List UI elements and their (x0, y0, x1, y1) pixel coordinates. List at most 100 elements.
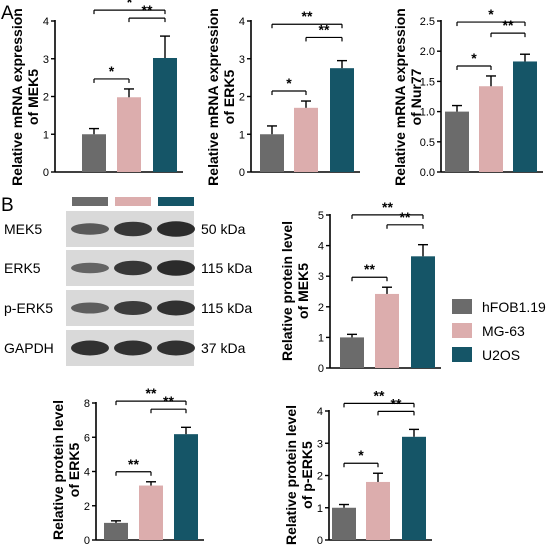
bar (294, 107, 318, 172)
y-tick-label: 0 (43, 167, 49, 179)
bar (139, 485, 163, 540)
y-tick-label: 2 (317, 471, 323, 483)
blot-band (157, 260, 195, 276)
significance-label: ** (400, 209, 411, 225)
y-tick-label: 6 (84, 432, 90, 444)
y-tick-label: 3 (239, 54, 245, 66)
y-tick-label: 2.5 (420, 16, 435, 28)
legend-swatch-mg63 (452, 323, 472, 338)
lane-color-bar (158, 197, 194, 206)
lane-color-bar (115, 197, 151, 206)
y-tick-label: 1 (43, 129, 49, 141)
y-tick-label: 3 (317, 438, 323, 450)
bar (174, 434, 198, 540)
bar (153, 57, 177, 173)
blot-protein-label: ERK5 (4, 260, 41, 276)
blot-protein-label: MEK5 (4, 221, 42, 237)
legend-label-mg63: MG-63 (482, 323, 525, 339)
y-tick-label: 4 (318, 241, 324, 253)
significance-label: * (471, 50, 477, 66)
blot-mw-label: 37 kDa (201, 340, 246, 356)
y-axis-label: Relative mRNA expressionof Nur77 (392, 8, 424, 186)
significance-label: ** (128, 456, 139, 472)
blot-band (157, 221, 195, 237)
significance-label: ** (374, 387, 385, 403)
panel-label-a: A (1, 3, 14, 24)
significance-label: ** (364, 261, 375, 277)
significance-label: * (358, 447, 364, 463)
chart-2: Relative mRNA expressionof ERK501234****… (205, 8, 360, 186)
bar (366, 481, 390, 540)
y-tick-label: 2.0 (420, 46, 435, 58)
blot-band (71, 262, 109, 274)
y-tick-label: 1 (317, 503, 323, 515)
blot-band (114, 340, 152, 356)
legend-label-hfob: hFOB1.19 (482, 299, 546, 315)
significance-label: * (127, 0, 133, 10)
blot-band (114, 221, 152, 237)
y-axis-label: Relative protein levelof MEK5 (279, 221, 311, 361)
y-tick-label: 1 (318, 332, 324, 344)
blot-band (114, 260, 152, 276)
bar (402, 436, 426, 540)
blot-band (157, 340, 195, 356)
bar (411, 256, 435, 368)
significance-label: * (488, 6, 494, 22)
blot-protein-label: GAPDH (4, 340, 54, 356)
y-tick-label: 0.5 (420, 137, 435, 149)
y-tick-label: 1.5 (420, 76, 435, 88)
bar (117, 97, 141, 172)
y-tick-label: 2 (239, 92, 245, 104)
western-blot: MEK5 50 kDa ERK5 115 kDa p-ERK5 115 kDa GAPDH 3… (4, 197, 252, 366)
y-tick-label: 2 (318, 302, 324, 314)
significance-label: * (286, 75, 292, 91)
y-tick-label: 0 (317, 535, 323, 547)
y-tick-label: 5 (318, 210, 324, 222)
bar (445, 111, 469, 172)
blot-protein-label: p-ERK5 (4, 300, 53, 316)
bar-charts: Relative mRNA expressionof MEK501234****… (9, 0, 543, 547)
bar (332, 507, 356, 540)
bar (104, 522, 128, 540)
y-tick-label: 2 (43, 92, 49, 104)
panel-label-b: B (1, 195, 14, 216)
bar (82, 134, 106, 172)
significance-label: ** (319, 21, 330, 37)
y-tick-label: 0.0 (420, 167, 435, 179)
chart-4: Relative protein levelof MEK5 0 1 2 3 4 5 ** ** *… (279, 199, 441, 375)
y-axis-label: Relative protein levelof ERK5 (50, 400, 82, 540)
legend: hFOB1.19 MG-63 U2OS (452, 299, 546, 363)
blot-band (157, 300, 195, 316)
y-tick-label: 0 (318, 363, 324, 375)
lane-color-bar (72, 197, 108, 206)
y-tick-label: 8 (84, 398, 90, 410)
y-tick-label: 2 (84, 501, 90, 513)
y-tick-label: 4 (239, 16, 245, 28)
bar (479, 86, 503, 172)
y-tick-label: 1.0 (420, 107, 435, 119)
bar (340, 337, 364, 368)
chart-6: Relative protein levelof p-ERK501234****… (283, 387, 432, 547)
legend-swatch-u2os (452, 347, 472, 362)
y-axis-label: Relative protein levelof p-ERK5 (283, 405, 315, 545)
y-tick-label: 4 (43, 16, 49, 28)
y-tick-label: 4 (317, 406, 323, 418)
bar (330, 68, 354, 172)
blot-mw-label: 115 kDa (201, 260, 252, 276)
significance-label: ** (146, 385, 157, 401)
y-tick-label: 4 (84, 467, 90, 479)
legend-label-u2os: U2OS (482, 347, 520, 363)
y-tick-label: 1 (239, 129, 245, 141)
y-axis-label: Relative mRNA expressionof MEK5 (9, 8, 41, 186)
blot-mw-label: 115 kDa (201, 300, 252, 316)
y-tick-label: 3 (318, 271, 324, 283)
blot-band (71, 223, 109, 235)
blot-band (71, 302, 109, 314)
significance-label: ** (302, 8, 313, 24)
bar (513, 61, 537, 172)
legend-swatch-hfob (452, 299, 472, 314)
